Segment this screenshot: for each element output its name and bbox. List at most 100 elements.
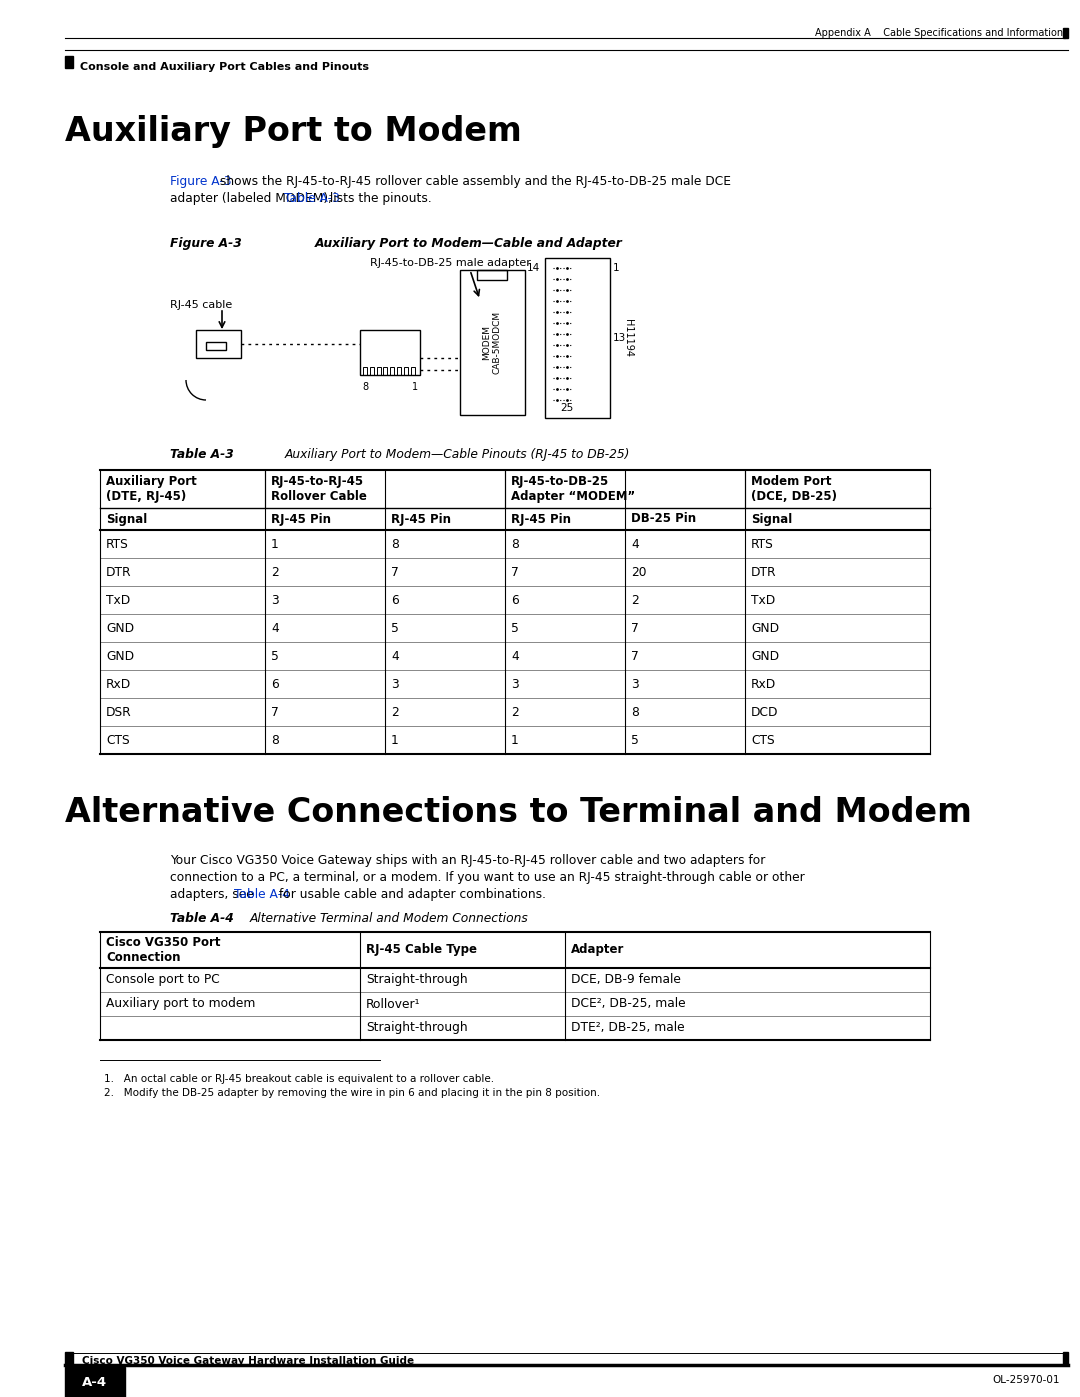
Text: 3: 3 bbox=[631, 678, 638, 690]
Text: Alternative Terminal and Modem Connections: Alternative Terminal and Modem Connectio… bbox=[249, 912, 529, 925]
Text: 7: 7 bbox=[631, 650, 638, 662]
Text: GND: GND bbox=[751, 622, 779, 634]
Text: 1: 1 bbox=[411, 381, 418, 393]
Bar bbox=[1063, 28, 1068, 38]
Text: RJ-45-to-DB-25 male adapter: RJ-45-to-DB-25 male adapter bbox=[370, 258, 531, 268]
Text: 7: 7 bbox=[271, 705, 279, 718]
Bar bbox=[195, 330, 241, 358]
Bar bbox=[397, 367, 401, 374]
Text: A-4: A-4 bbox=[82, 1376, 108, 1390]
Text: shows the RJ-45-to-RJ-45 rollover cable assembly and the RJ-45-to-DB-25 male DCE: shows the RJ-45-to-RJ-45 rollover cable … bbox=[216, 175, 731, 189]
Bar bbox=[410, 367, 415, 374]
Text: 8: 8 bbox=[631, 705, 639, 718]
Text: Table A-4: Table A-4 bbox=[234, 888, 289, 901]
Text: Rollover¹: Rollover¹ bbox=[366, 997, 420, 1010]
Text: 3: 3 bbox=[271, 594, 279, 606]
Text: CTS: CTS bbox=[106, 733, 130, 746]
Text: 2: 2 bbox=[391, 705, 399, 718]
Text: 3: 3 bbox=[511, 678, 518, 690]
Text: 7: 7 bbox=[391, 566, 399, 578]
Text: Figure A-3: Figure A-3 bbox=[170, 175, 231, 189]
Text: DB-25 Pin: DB-25 Pin bbox=[631, 513, 697, 525]
Text: connection to a PC, a terminal, or a modem. If you want to use an RJ-45 straight: connection to a PC, a terminal, or a mod… bbox=[170, 870, 805, 884]
Bar bbox=[363, 367, 367, 374]
Text: GND: GND bbox=[106, 650, 134, 662]
Text: Cisco VG350 Port
Connection: Cisco VG350 Port Connection bbox=[106, 936, 220, 964]
Bar bbox=[206, 342, 226, 351]
Text: Console port to PC: Console port to PC bbox=[106, 974, 219, 986]
Text: Adapter: Adapter bbox=[571, 943, 624, 957]
Text: 6: 6 bbox=[511, 594, 518, 606]
Text: Signal: Signal bbox=[106, 513, 147, 525]
Text: DCD: DCD bbox=[751, 705, 779, 718]
Text: GND: GND bbox=[106, 622, 134, 634]
Text: DTR: DTR bbox=[751, 566, 777, 578]
Text: RJ-45 Cable Type: RJ-45 Cable Type bbox=[366, 943, 477, 957]
Text: RxD: RxD bbox=[751, 678, 777, 690]
Text: Auxiliary Port
(DTE, RJ-45): Auxiliary Port (DTE, RJ-45) bbox=[106, 475, 197, 503]
Text: DTR: DTR bbox=[106, 566, 132, 578]
Bar bbox=[460, 270, 525, 415]
Text: DCE², DB-25, male: DCE², DB-25, male bbox=[571, 997, 686, 1010]
Text: Auxiliary Port to Modem—Cable Pinouts (RJ-45 to DB-25): Auxiliary Port to Modem—Cable Pinouts (R… bbox=[285, 448, 631, 461]
Bar bbox=[477, 270, 507, 279]
Text: Straight-through: Straight-through bbox=[366, 1021, 468, 1035]
Text: 1: 1 bbox=[613, 263, 620, 272]
Text: 5: 5 bbox=[271, 650, 279, 662]
Text: OL-25970-01: OL-25970-01 bbox=[993, 1375, 1059, 1384]
Text: 14: 14 bbox=[527, 263, 540, 272]
Text: Your Cisco VG350 Voice Gateway ships with an RJ-45-to-RJ-45 rollover cable and t: Your Cisco VG350 Voice Gateway ships wit… bbox=[170, 854, 766, 868]
Text: 2: 2 bbox=[631, 594, 638, 606]
Text: 20: 20 bbox=[631, 566, 647, 578]
Text: adapters, see: adapters, see bbox=[170, 888, 258, 901]
Bar bbox=[545, 258, 610, 418]
Bar bbox=[1063, 1352, 1068, 1365]
Text: 5: 5 bbox=[631, 733, 639, 746]
Text: 1: 1 bbox=[511, 733, 518, 746]
Text: H11194: H11194 bbox=[623, 319, 633, 358]
Text: RJ-45 Pin: RJ-45 Pin bbox=[271, 513, 330, 525]
Text: 4: 4 bbox=[631, 538, 638, 550]
Text: TxD: TxD bbox=[751, 594, 775, 606]
Text: Straight-through: Straight-through bbox=[366, 974, 468, 986]
Text: 6: 6 bbox=[271, 678, 279, 690]
Text: RTS: RTS bbox=[106, 538, 129, 550]
Bar bbox=[377, 367, 380, 374]
Text: 8: 8 bbox=[362, 381, 368, 393]
Text: DCE, DB-9 female: DCE, DB-9 female bbox=[571, 974, 680, 986]
Text: MODEM
CAB-5MODCM: MODEM CAB-5MODCM bbox=[483, 310, 502, 373]
Text: 1.   An octal cable or RJ-45 breakout cable is equivalent to a rollover cable.: 1. An octal cable or RJ-45 breakout cabl… bbox=[104, 1074, 495, 1084]
Bar bbox=[390, 367, 394, 374]
Text: 25: 25 bbox=[561, 402, 573, 414]
Text: 2: 2 bbox=[271, 566, 279, 578]
Text: 2: 2 bbox=[511, 705, 518, 718]
Text: Table A-3: Table A-3 bbox=[284, 191, 340, 205]
Text: adapter (labeled MODEM);: adapter (labeled MODEM); bbox=[170, 191, 336, 205]
Text: Table A-3: Table A-3 bbox=[170, 448, 233, 461]
Text: 8: 8 bbox=[271, 733, 279, 746]
Bar bbox=[65, 1352, 73, 1365]
Text: 3: 3 bbox=[391, 678, 399, 690]
Bar bbox=[369, 367, 374, 374]
Text: RJ-45 cable: RJ-45 cable bbox=[170, 300, 232, 310]
Text: GND: GND bbox=[751, 650, 779, 662]
Text: 4: 4 bbox=[271, 622, 279, 634]
Text: Cisco VG350 Voice Gateway Hardware Installation Guide: Cisco VG350 Voice Gateway Hardware Insta… bbox=[82, 1356, 414, 1366]
Text: Signal: Signal bbox=[751, 513, 793, 525]
Text: DTE², DB-25, male: DTE², DB-25, male bbox=[571, 1021, 685, 1035]
Text: 5: 5 bbox=[511, 622, 518, 634]
Text: RTS: RTS bbox=[751, 538, 773, 550]
Bar bbox=[65, 1368, 125, 1397]
Text: 5: 5 bbox=[391, 622, 399, 634]
Text: TxD: TxD bbox=[106, 594, 131, 606]
Text: RxD: RxD bbox=[106, 678, 132, 690]
Text: 8: 8 bbox=[511, 538, 518, 550]
Text: 4: 4 bbox=[511, 650, 518, 662]
Text: 7: 7 bbox=[511, 566, 518, 578]
Text: 1: 1 bbox=[391, 733, 399, 746]
Text: 4: 4 bbox=[391, 650, 399, 662]
Bar bbox=[404, 367, 408, 374]
Text: lists the pinouts.: lists the pinouts. bbox=[325, 191, 431, 205]
Text: Console and Auxiliary Port Cables and Pinouts: Console and Auxiliary Port Cables and Pi… bbox=[80, 61, 369, 73]
Text: Auxiliary Port to Modem: Auxiliary Port to Modem bbox=[65, 115, 522, 148]
